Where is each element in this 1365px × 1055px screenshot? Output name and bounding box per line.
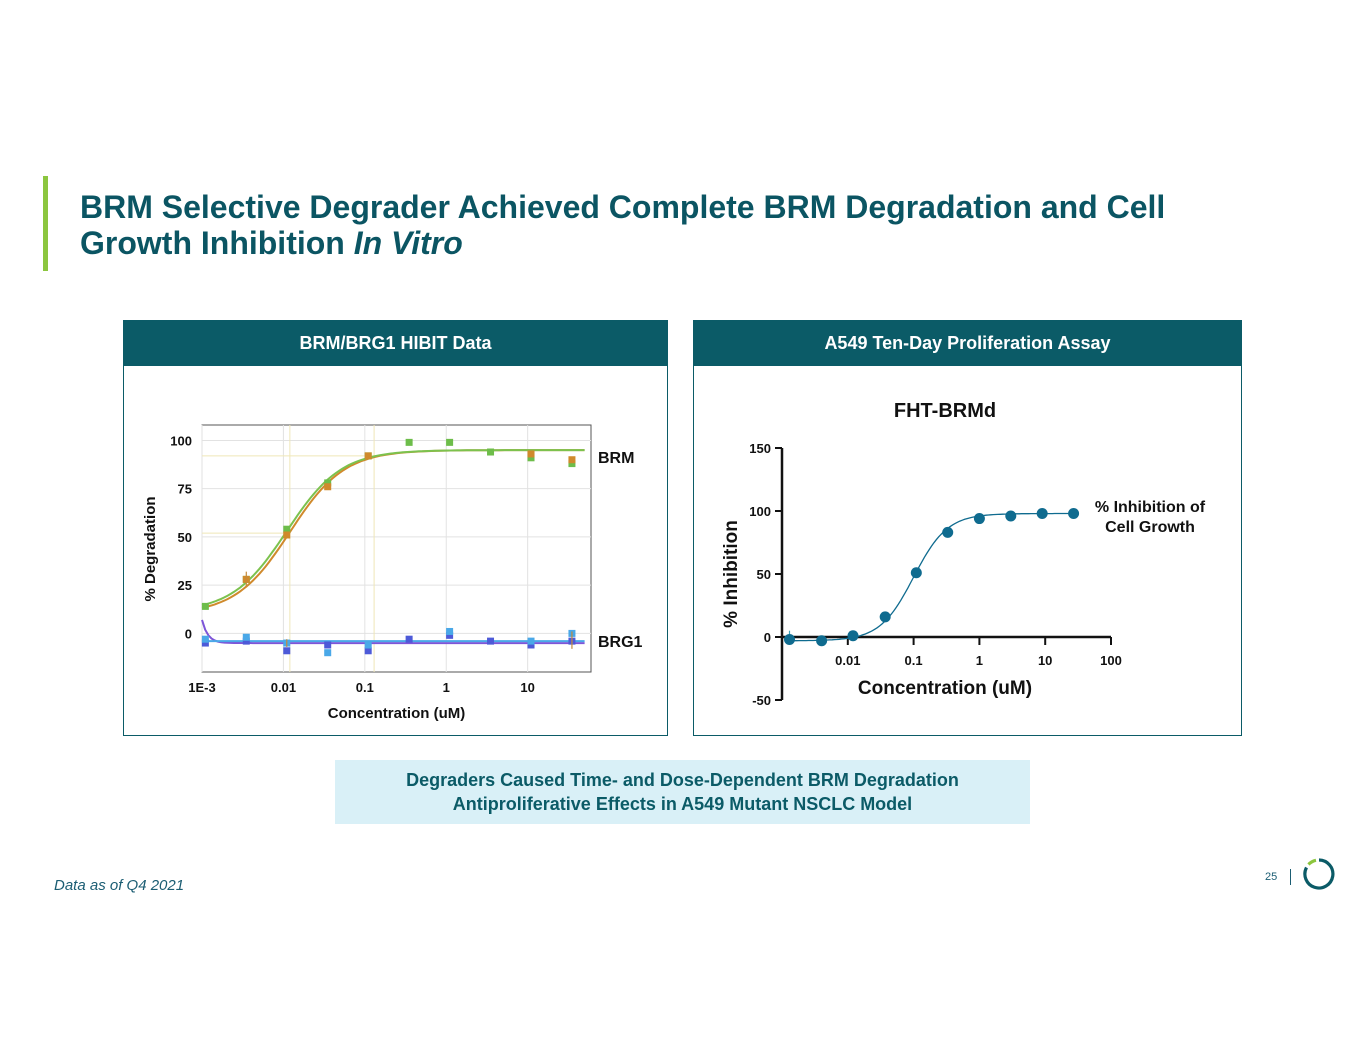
data-point-brm: [283, 525, 291, 533]
data-point-brm: [568, 460, 576, 468]
y-tick-label: 50: [178, 530, 192, 545]
title-main-text: BRM Selective Degrader Achieved Complete…: [80, 189, 1166, 261]
y-tick-label: 50: [757, 567, 771, 582]
data-point-brg1-replicate: [201, 635, 209, 643]
y-tick-label: 0: [185, 626, 192, 641]
data-point-brm: [487, 448, 495, 456]
x-tick-label: 0.01: [271, 680, 296, 695]
data-point-brm-replicate: [324, 483, 332, 491]
hibit-panel: BRM/BRG1 HIBIT Data 1E-3 0.01 0.1 1 10 0 25 50 7…: [123, 320, 668, 736]
y-tick-label: 100: [749, 504, 771, 519]
y-tick-label: 25: [178, 578, 192, 593]
data-point-inhibition: [816, 635, 828, 647]
brg1-series-label: BRG1: [598, 634, 643, 651]
data-point-brm-replicate: [283, 531, 291, 539]
data-point-inhibition: [973, 513, 985, 525]
plot-frame: [201, 424, 592, 673]
y-axis-label: % Degradation: [142, 496, 159, 601]
key-takeaway-callout: Degraders Caused Time- and Dose-Dependen…: [335, 760, 1030, 824]
x-tick-label: 0.1: [905, 653, 923, 668]
page-separator: [1290, 869, 1291, 885]
data-point-brg1: [324, 641, 332, 649]
data-point-brg1-replicate: [364, 641, 372, 649]
data-point-brm-replicate: [364, 452, 372, 460]
proliferation-chart: FHT-BRMd -50 0 50 100 150 0.01 0.1 1 10 100 % Inhib…: [721, 400, 1206, 708]
x-tick-label: 0.1: [356, 680, 374, 695]
data-point-brg1: [446, 631, 454, 639]
brm-series-label: BRM: [598, 450, 634, 467]
legend-label-line-2: Cell Growth: [1105, 519, 1195, 536]
x-tick-label: 0.01: [835, 653, 860, 668]
title-accent-bar: [43, 176, 48, 271]
y-tick-label: -50: [752, 693, 771, 708]
data-point-brm: [446, 438, 454, 446]
data-point-brg1-replicate: [242, 633, 250, 641]
data-point-inhibition: [1005, 510, 1017, 522]
y-tick-label: 0: [764, 630, 771, 645]
data-point-brg1: [527, 641, 535, 649]
proliferation-panel-header: A549 Ten-Day Proliferation Assay: [694, 321, 1241, 366]
x-axis-label: Concentration (uM): [858, 678, 1032, 699]
chart-title: FHT-BRMd: [894, 400, 996, 422]
data-point-brg1: [283, 647, 291, 655]
data-point-brm-replicate: [527, 450, 535, 458]
x-axis-label: Concentration (uM): [328, 705, 465, 722]
data-point-brg1: [242, 637, 250, 645]
data-point-brm: [324, 479, 332, 487]
data-point-brg1-replicate: [324, 649, 332, 657]
data-point-brm: [201, 602, 209, 610]
x-tick-label: 1E-3: [188, 680, 215, 695]
slide-title: BRM Selective Degrader Achieved Complete…: [80, 189, 1280, 261]
inhibition-fit-curve: [789, 512, 1074, 642]
data-point-inhibition: [910, 567, 922, 579]
brm-fit-curve: [201, 449, 585, 607]
data-date-footnote: Data as of Q4 2021: [54, 877, 185, 894]
y-tick-label: 100: [170, 433, 192, 448]
hibit-chart: 1E-3 0.01 0.1 1 100255075100BRMBRG1Concentra…: [142, 424, 643, 722]
y-tick-label: 150: [749, 441, 771, 456]
title-italic-text: In Vitro: [353, 225, 463, 261]
data-point-brg1: [487, 637, 495, 645]
x-tick-label: 1: [976, 653, 983, 668]
proliferation-panel: A549 Ten-Day Proliferation Assay FHT-BRM…: [693, 320, 1242, 736]
callout-line-1: Degraders Caused Time- and Dose-Dependen…: [406, 770, 959, 790]
brg1-fit-curve: [201, 619, 585, 645]
callout-line-2: Antiproliferative Effects in A549 Mutant…: [452, 794, 913, 814]
company-logo-icon: [1303, 858, 1335, 890]
x-tick-label: 100: [1100, 653, 1122, 668]
data-point-inhibition: [1068, 508, 1080, 520]
y-tick-label: 75: [178, 482, 192, 497]
data-point-brg1: [364, 647, 372, 655]
hibit-panel-header: BRM/BRG1 HIBIT Data: [124, 321, 667, 366]
x-tick-label: 10: [520, 680, 534, 695]
x-tick-label: 1: [443, 680, 450, 695]
data-point-inhibition: [847, 630, 859, 642]
data-point-inhibition: [879, 611, 891, 623]
data-point-inhibition: [783, 634, 795, 646]
data-point-brm: [527, 454, 535, 462]
x-tick-label: 10: [1038, 653, 1052, 668]
data-point-brg1: [405, 635, 413, 643]
data-point-inhibition: [942, 526, 954, 538]
legend-label-line-1: % Inhibition of: [1095, 499, 1206, 516]
page-number: 25: [1265, 871, 1278, 883]
data-point-brg1: [201, 639, 209, 647]
data-point-brg1-replicate: [527, 637, 535, 645]
data-point-inhibition: [1036, 508, 1048, 520]
data-point-brg1-replicate: [446, 627, 454, 635]
y-axis-label: % Inhibition: [721, 520, 742, 628]
data-point-brm: [405, 438, 413, 446]
data-point-brm-replicate: [568, 456, 576, 464]
